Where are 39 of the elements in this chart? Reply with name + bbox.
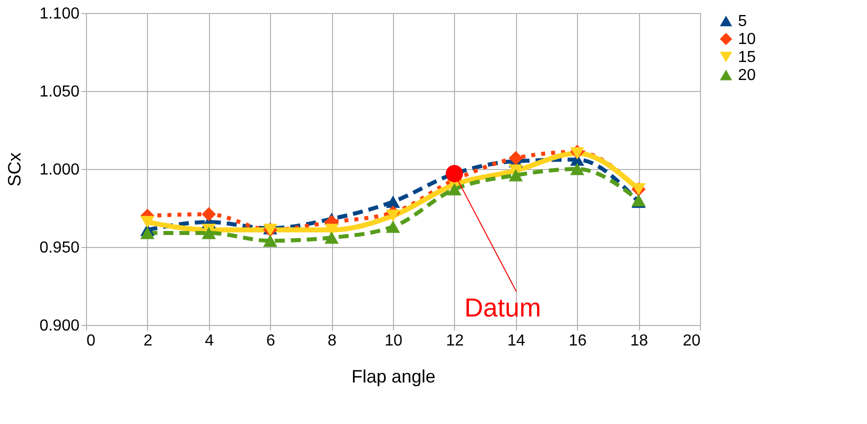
legend-label: 20 [738,67,756,84]
y-tick-label: 1.050 [39,84,80,100]
x-tick-label: 12 [446,332,464,350]
point [447,183,462,196]
x-tick-label: 0 [86,332,96,350]
point [386,210,400,222]
point [324,232,339,244]
point [570,147,584,160]
point [570,162,584,176]
point [202,207,216,222]
y-tick-label: 0.950 [39,240,80,256]
point [202,226,216,240]
point [508,169,523,182]
x-axis-title: Flap angle [351,366,436,386]
point [386,220,400,233]
y-tick-label: 1.100 [39,6,80,22]
legend-label: 15 [738,49,756,66]
point [508,151,523,166]
x-tick-label: 2 [143,332,152,350]
y-tick-label: 0.900 [39,318,80,334]
x-tick-label: 14 [507,332,526,350]
x-tick-label: 6 [266,332,276,350]
x-tick-label: 8 [328,332,337,350]
point [386,196,400,208]
x-tick-label: 18 [630,332,648,350]
x-tick-label: 4 [204,332,214,350]
x-tick-label: 20 [682,332,701,350]
x-tick-label: 10 [384,332,402,350]
annotation: Datum [464,292,541,323]
legend-label: 10 [738,31,756,48]
y-axis-title: SCx [4,152,24,187]
legend-label: 5 [738,13,747,30]
point [140,216,154,228]
y-tick-label: 1.000 [39,162,80,178]
x-tick-label: 16 [568,332,587,350]
point [324,224,339,236]
point [263,234,278,247]
point [446,165,464,182]
point [140,226,154,240]
